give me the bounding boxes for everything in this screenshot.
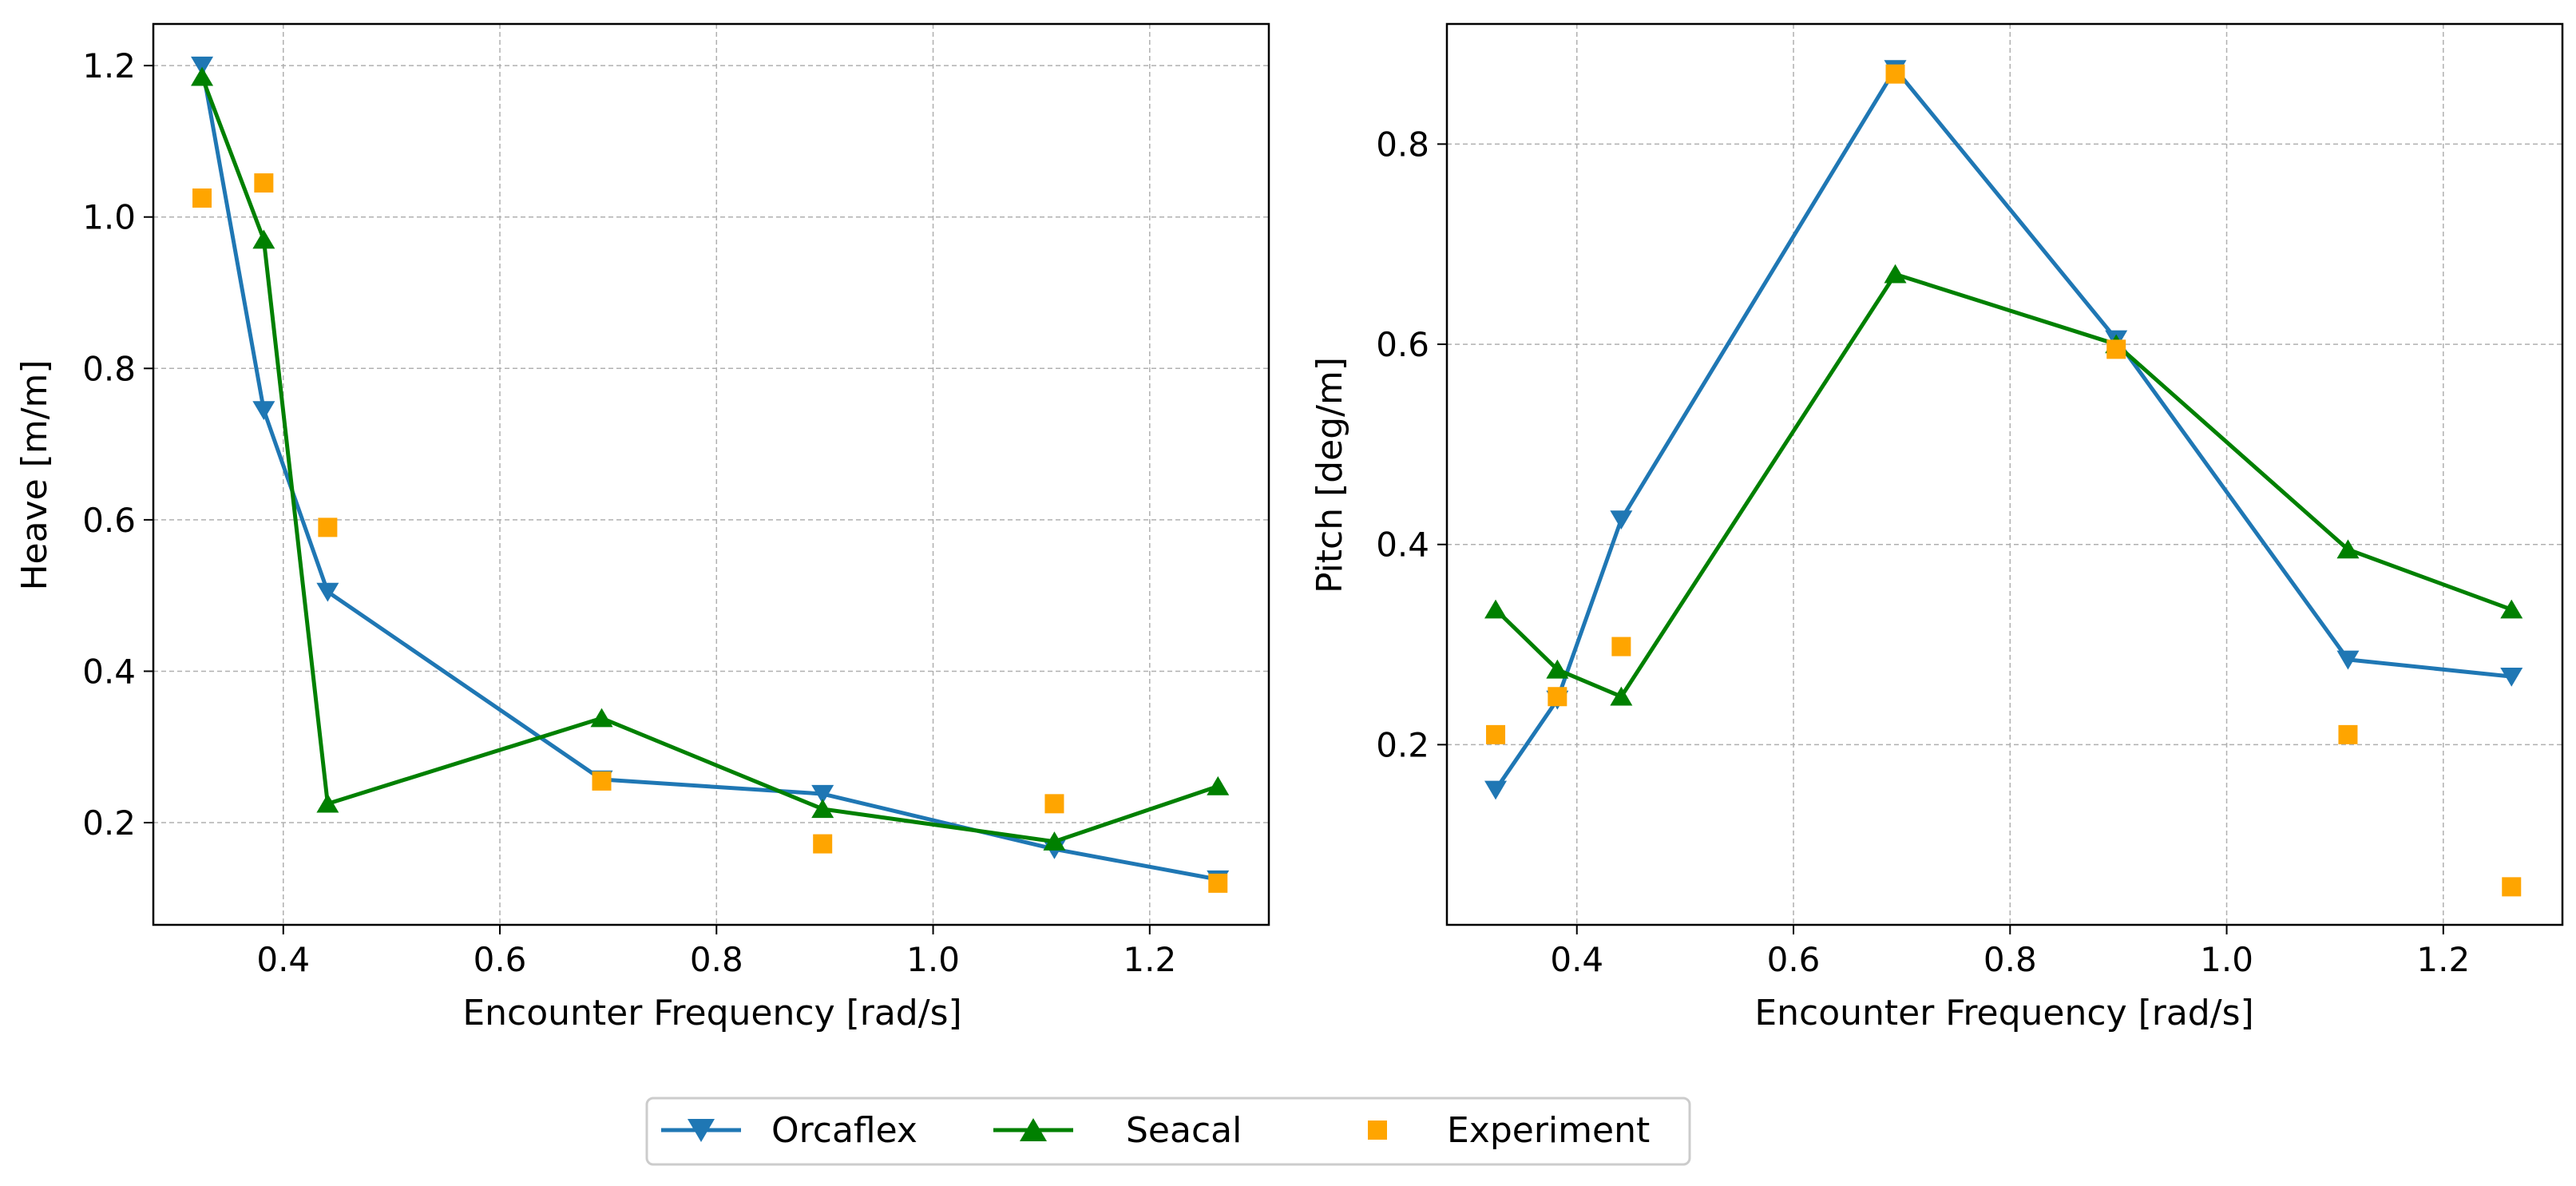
pitch-seacal-point (1546, 659, 1569, 679)
heave-experiment-point (813, 834, 833, 854)
legend-seacal-marker (1020, 1118, 1047, 1141)
pitch-experiment-point (2106, 339, 2126, 359)
pitch-orcaflex-point (2336, 650, 2360, 670)
heave-experiment-point (254, 173, 274, 193)
legend-entry-orcaflex: Orcaflex (661, 1110, 917, 1151)
heave-y-tick-label: 1.0 (82, 198, 136, 237)
heave-seacal-series (191, 66, 1230, 851)
heave-experiment-point (318, 518, 338, 537)
heave-y-tick-label: 0.6 (82, 501, 136, 540)
heave-chart: Heave [m/m] Encounter Frequency [rad/s] … (14, 22, 1270, 1033)
legend-experiment-marker (1368, 1121, 1387, 1140)
pitch-x-tick-label: 0.4 (1550, 940, 1603, 979)
heave-experiment-series (192, 173, 1228, 893)
pitch-experiment-point (1885, 64, 1905, 84)
heave-x-tick-label: 1.2 (1123, 940, 1176, 979)
heave-orcaflex-point (316, 582, 339, 602)
pitch-seacal-point (1484, 599, 1508, 619)
pitch-seacal-point (1884, 264, 1907, 284)
heave-x-tick-label: 0.4 (256, 940, 310, 979)
pitch-experiment-point (2338, 724, 2358, 744)
legend: Orcaflex Seacal Experiment (645, 1097, 1691, 1166)
pitch-x-tick-label: 0.8 (1984, 940, 2037, 979)
heave-x-axis-label: Encounter Frequency [rad/s] (462, 993, 961, 1033)
pitch-experiment-series (1486, 64, 2522, 897)
pitch-experiment-point (2502, 877, 2522, 897)
pitch-seacal-point (2500, 599, 2523, 619)
pitch-x-axis-label: Encounter Frequency [rad/s] (1754, 993, 2253, 1033)
pitch-orcaflex-point (1484, 780, 1508, 800)
heave-y-tick-label: 0.8 (82, 349, 136, 388)
heave-y-tick-label: 0.2 (82, 803, 136, 843)
pitch-seacal-series (1484, 264, 2523, 706)
heave-x-tick-label: 0.8 (690, 940, 743, 979)
legend-seacal-label: Seacal (1126, 1110, 1242, 1151)
pitch-seacal-point (1610, 686, 1633, 706)
legend-entry-seacal: Seacal (993, 1110, 1242, 1151)
heave-x-tick-label: 1.0 (906, 940, 960, 979)
legend-experiment-label: Experiment (1447, 1110, 1650, 1151)
pitch-experiment-point (1548, 687, 1567, 707)
heave-seacal-point (316, 793, 339, 813)
heave-grid (153, 24, 1269, 925)
heave-experiment-point (1208, 873, 1228, 893)
pitch-x-tick-label: 1.0 (2200, 940, 2253, 979)
heave-y-tick-label: 1.2 (82, 46, 136, 85)
pitch-axes-frame (1445, 22, 2564, 926)
legend-orcaflex-label: Orcaflex (771, 1110, 917, 1151)
pitch-ticks: 0.4 0.6 0.8 1.0 1.2 0.2 0.4 0.6 0.8 (1376, 125, 2470, 979)
heave-orcaflex-point (191, 56, 214, 76)
pitch-y-tick-label: 0.2 (1376, 725, 1429, 764)
heave-plot-area (191, 56, 1230, 893)
heave-seacal-point (1043, 831, 1066, 851)
heave-experiment-point (192, 188, 212, 208)
heave-seacal-point (811, 799, 834, 819)
pitch-experiment-point (1486, 724, 1506, 744)
pitch-experiment-point (1611, 637, 1631, 656)
heave-y-axis-label: Heave [m/m] (14, 359, 55, 590)
pitch-orcaflex-point (1610, 510, 1633, 530)
pitch-y-tick-label: 0.4 (1376, 526, 1429, 565)
heave-orcaflex-point (811, 784, 834, 804)
pitch-chart: Pitch [deg/m] Encounter Frequency [rad/s… (1310, 22, 2564, 1033)
heave-experiment-point (592, 771, 612, 791)
legend-entry-experiment: Experiment (1368, 1110, 1650, 1151)
legend-orcaflex-marker (688, 1119, 715, 1142)
heave-orcaflex-point (252, 401, 275, 421)
pitch-x-tick-label: 1.2 (2416, 940, 2470, 979)
heave-x-tick-label: 0.6 (474, 940, 527, 979)
pitch-grid (1447, 24, 2562, 925)
pitch-y-axis-label: Pitch [deg/m] (1310, 357, 1350, 593)
pitch-seacal-point (2336, 539, 2360, 559)
heave-experiment-point (1044, 794, 1064, 814)
pitch-orcaflex-point (2500, 667, 2523, 687)
pitch-x-tick-label: 0.6 (1767, 940, 1821, 979)
heave-ticks: 0.4 0.6 0.8 1.0 1.2 0.2 0.4 0.6 0.8 1.0 1.2 (82, 46, 1176, 979)
heave-axes-frame (152, 22, 1270, 926)
pitch-plot-area (1484, 60, 2523, 897)
heave-y-tick-label: 0.4 (82, 652, 136, 691)
legend-frame (645, 1097, 1691, 1166)
pitch-y-tick-label: 0.6 (1376, 325, 1429, 364)
heave-seacal-point (1207, 775, 1230, 795)
heave-seacal-point (252, 229, 275, 249)
pitch-y-tick-label: 0.8 (1376, 125, 1429, 164)
heave-seacal-point (590, 708, 613, 728)
heave-seacal-point (191, 66, 214, 86)
